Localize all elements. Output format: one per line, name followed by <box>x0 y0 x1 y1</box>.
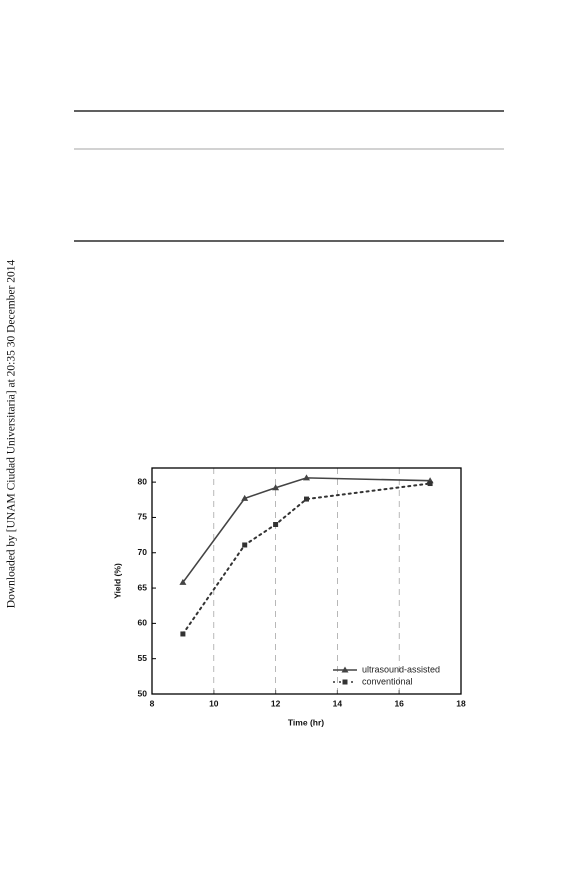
y-tick-label: 75 <box>138 512 148 522</box>
data-point <box>303 474 310 481</box>
x-tick-label: 18 <box>456 698 466 708</box>
data-point <box>427 481 433 487</box>
y-axis-label: Yield (%) <box>112 563 122 599</box>
legend-marker <box>341 666 349 673</box>
x-tick-label: 8 <box>150 698 155 708</box>
y-tick-label: 80 <box>138 476 148 486</box>
series-line <box>182 477 431 584</box>
x-axis-label: Time (hr) <box>288 717 324 727</box>
legend-label: ultrasound-assisted <box>362 664 440 674</box>
y-tick-label: 65 <box>138 582 148 592</box>
series-line <box>181 482 432 635</box>
x-tick-label: 16 <box>394 698 404 708</box>
data-point <box>272 484 280 491</box>
data-point <box>241 494 249 501</box>
y-tick-label: 60 <box>138 618 148 628</box>
x-tick-label: 10 <box>209 698 219 708</box>
plot-frame <box>151 467 462 695</box>
legend-label: conventional <box>362 676 413 686</box>
y-tick-label: 50 <box>138 688 148 698</box>
data-point <box>304 496 309 502</box>
x-tick-label: 12 <box>271 698 281 708</box>
download-note: Downloaded by [UNAM Ciudad Universitaria… <box>6 260 18 609</box>
data-point <box>242 542 248 548</box>
data-point <box>273 522 279 527</box>
y-tick-label: 70 <box>138 547 148 557</box>
legend-marker <box>342 679 348 685</box>
data-point <box>180 631 186 637</box>
data-point <box>179 578 187 585</box>
x-tick-label: 14 <box>333 698 343 708</box>
y-tick-label: 55 <box>138 653 148 663</box>
